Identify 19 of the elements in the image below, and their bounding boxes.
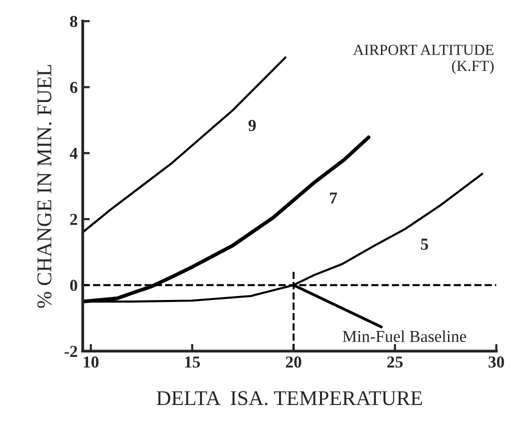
annotation: Min-Fuel Baseline [342,330,466,342]
x-axis-title: DELTA ISA. TEMPERATURE [156,391,422,406]
x-tick-label: 25 [387,356,403,368]
series-label: 5 [421,238,428,250]
x-tick-label: 30 [488,356,504,368]
y-tick-label: 6 [70,82,78,94]
series-label: 9 [248,120,256,132]
y-tick-label: -2 [64,346,78,357]
y-tick-label: 8 [70,16,78,28]
x-tick-label: 20 [286,356,302,368]
x-tick-label: 10 [84,356,99,368]
y-tick-label: 2 [70,214,78,225]
y-tick-label: 0 [70,280,78,292]
series-label: 7 [330,192,338,204]
annotation: AIRPORT ALTITUDE (K.FT) [353,44,494,74]
y-axis-title: % CHANGE IN MIN. FUEL [37,64,52,308]
x-tick-label: 15 [185,356,200,368]
y-tick-label: 4 [70,148,78,159]
line-series [82,56,287,234]
